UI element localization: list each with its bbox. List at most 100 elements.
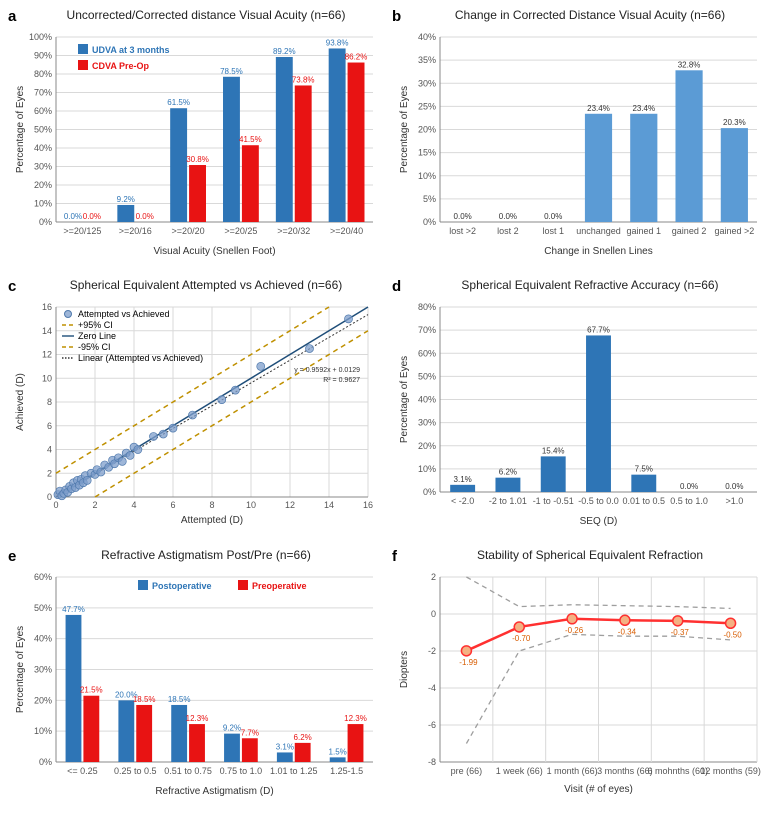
svg-text:3.1%: 3.1%: [276, 742, 294, 751]
svg-text:Zero Line: Zero Line: [78, 331, 116, 341]
svg-text:-4: -4: [428, 683, 436, 693]
svg-text:6 mohnths (60): 6 mohnths (60): [647, 766, 708, 776]
svg-text:CDVA Pre-Op: CDVA Pre-Op: [92, 61, 150, 71]
svg-text:23.4%: 23.4%: [632, 104, 655, 113]
bar: [631, 475, 656, 492]
svg-text:40%: 40%: [34, 143, 52, 153]
svg-text:21.5%: 21.5%: [80, 686, 103, 695]
svg-text:10%: 10%: [418, 464, 436, 474]
svg-text:6.2%: 6.2%: [499, 468, 517, 477]
bar: [348, 63, 365, 222]
svg-text:>=20/16: >=20/16: [119, 226, 152, 236]
svg-text:70%: 70%: [418, 325, 436, 335]
svg-text:-2: -2: [428, 646, 436, 656]
svg-text:lost 2: lost 2: [497, 226, 519, 236]
svg-text:Refractive Astigmatism (D): Refractive Astigmatism (D): [155, 786, 273, 797]
data-point: [620, 615, 630, 625]
bar: [329, 48, 346, 222]
svg-text:9.2%: 9.2%: [223, 724, 241, 733]
svg-text:UDVA at 3 months: UDVA at 3 months: [92, 45, 170, 55]
svg-text:0%: 0%: [39, 217, 52, 227]
svg-text:40%: 40%: [418, 395, 436, 405]
bar: [585, 114, 612, 222]
svg-text:20.3%: 20.3%: [723, 118, 746, 127]
svg-text:-0.26: -0.26: [565, 626, 584, 635]
svg-text:14: 14: [324, 500, 334, 510]
svg-text:R² = 0.9627: R² = 0.9627: [323, 377, 360, 384]
svg-text:y = 0.9592x + 0.0129: y = 0.9592x + 0.0129: [294, 367, 360, 374]
svg-text:15.4%: 15.4%: [542, 446, 565, 455]
svg-text:Visual Acuity (Snellen Foot): Visual Acuity (Snellen Foot): [153, 246, 275, 257]
svg-text:0.0%: 0.0%: [83, 212, 101, 221]
svg-text:-1 to -0.51: -1 to -0.51: [533, 496, 574, 506]
svg-text:-0.50: -0.50: [723, 630, 742, 639]
panel-title: Change in Corrected Distance Visual Acui…: [410, 8, 770, 22]
bar: [277, 752, 293, 762]
svg-text:0%: 0%: [423, 217, 436, 227]
scatter-point: [345, 315, 353, 323]
data-point: [726, 618, 736, 628]
svg-text:<= 0.25: <= 0.25: [67, 766, 98, 776]
bar: [330, 757, 346, 762]
scatter-point: [83, 476, 91, 484]
svg-text:>=20/125: >=20/125: [63, 226, 101, 236]
bar: [189, 724, 205, 762]
svg-text:Percentage of Eyes: Percentage of Eyes: [15, 626, 26, 713]
bar: [675, 70, 702, 222]
svg-text:12.3%: 12.3%: [344, 714, 367, 723]
svg-text:30%: 30%: [34, 162, 52, 172]
bar: [170, 108, 187, 222]
panel-title: Stability of Spherical Equivalent Refrac…: [410, 548, 770, 562]
svg-text:7.5%: 7.5%: [635, 465, 653, 474]
svg-text:60%: 60%: [34, 106, 52, 116]
scatter-point: [306, 345, 314, 353]
svg-text:0.0%: 0.0%: [680, 482, 698, 491]
svg-text:unchanged: unchanged: [576, 226, 621, 236]
data-point: [461, 646, 471, 656]
svg-text:+95% CI: +95% CI: [78, 320, 113, 330]
svg-text:Attempted (D): Attempted (D): [181, 515, 243, 526]
bar: [117, 205, 134, 222]
svg-text:gained >2: gained >2: [714, 226, 754, 236]
svg-text:Postoperative: Postoperative: [152, 581, 212, 591]
svg-text:-0.34: -0.34: [618, 627, 637, 636]
svg-text:6: 6: [170, 500, 175, 510]
svg-text:0%: 0%: [39, 757, 52, 767]
panel-label: f: [392, 548, 397, 565]
bar: [189, 165, 206, 222]
svg-text:10%: 10%: [34, 726, 52, 736]
svg-text:4: 4: [131, 500, 136, 510]
svg-text:30%: 30%: [418, 78, 436, 88]
panel-label: d: [392, 278, 401, 295]
svg-text:lost >2: lost >2: [449, 226, 476, 236]
svg-text:0: 0: [431, 609, 436, 619]
svg-text:1.01 to 1.25: 1.01 to 1.25: [270, 766, 318, 776]
svg-text:12: 12: [42, 350, 52, 360]
svg-text:50%: 50%: [34, 125, 52, 135]
svg-text:9.2%: 9.2%: [117, 195, 135, 204]
svg-text:15%: 15%: [418, 148, 436, 158]
svg-text:67.7%: 67.7%: [587, 325, 610, 334]
svg-text:Diopters: Diopters: [399, 651, 410, 688]
svg-text:8: 8: [209, 500, 214, 510]
panel-label: a: [8, 8, 16, 25]
scatter-point: [159, 430, 167, 438]
svg-text:70%: 70%: [34, 88, 52, 98]
svg-text:2: 2: [47, 468, 52, 478]
svg-text:41.5%: 41.5%: [239, 135, 262, 144]
svg-text:-95% CI: -95% CI: [78, 342, 111, 352]
svg-text:10%: 10%: [418, 171, 436, 181]
bar: [118, 700, 134, 762]
scatter-point: [231, 386, 239, 394]
scatter-point: [189, 411, 197, 419]
svg-text:20%: 20%: [34, 180, 52, 190]
svg-text:Percentage of Eyes: Percentage of Eyes: [15, 86, 26, 173]
svg-text:40%: 40%: [418, 32, 436, 42]
svg-text:0.0%: 0.0%: [454, 212, 472, 221]
svg-text:3 months (66): 3 months (66): [597, 766, 653, 776]
panel-label: b: [392, 8, 401, 25]
bar: [242, 145, 259, 222]
panel-c: cSpherical Equivalent Attempted vs Achie…: [8, 278, 386, 542]
svg-text:23.4%: 23.4%: [587, 104, 610, 113]
svg-text:60%: 60%: [418, 348, 436, 358]
